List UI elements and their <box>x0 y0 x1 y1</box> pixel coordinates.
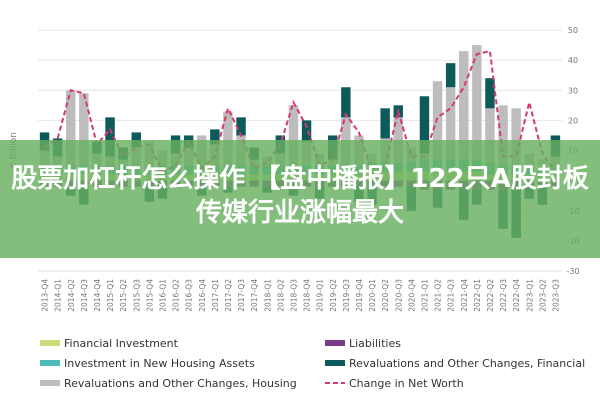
x-tick-label: 2018-Q2 <box>276 279 285 312</box>
bar-segment <box>236 117 246 136</box>
x-tick-label: 2020-Q4 <box>407 279 416 312</box>
x-tick-label: 2023-Q1 <box>525 279 534 312</box>
legend-label: Change in Net Worth <box>349 377 464 390</box>
y-tick-label: 50 <box>568 26 578 35</box>
bar-segment <box>210 129 220 145</box>
legend-swatch <box>325 360 345 366</box>
x-tick-label: 2020-Q1 <box>368 279 377 312</box>
x-tick-label: 2016-Q1 <box>158 279 167 312</box>
x-tick-label: 2016-Q2 <box>172 279 181 312</box>
x-tick-label: 2023-Q3 <box>551 279 560 312</box>
x-tick-label: 2018-Q1 <box>263 279 272 312</box>
bar-segment <box>393 117 403 163</box>
x-tick-label: 2018-Q3 <box>289 279 298 312</box>
bar-segment <box>131 132 141 148</box>
x-tick-label: 2019-Q1 <box>316 279 325 312</box>
y-tick-label: -30 <box>566 267 579 276</box>
x-tick-label: 2017-Q4 <box>250 279 259 312</box>
y-tick-label: 20 <box>568 116 578 125</box>
x-tick-label: 2021-Q4 <box>460 279 469 312</box>
x-tick-label: 2014-Q4 <box>93 279 102 312</box>
legend-label: Financial Investment <box>64 337 179 350</box>
bar-segment <box>445 87 456 160</box>
x-tick-label: 2022-Q1 <box>473 279 482 312</box>
headline: 股票加杠杆怎么操作 【盘中播报】122只A股封板传媒行业涨幅最大 <box>11 164 589 228</box>
x-tick-label: 2017-Q2 <box>224 279 233 312</box>
legend-label: Liabilities <box>349 337 401 350</box>
x-tick-label: 2015-Q2 <box>119 279 128 312</box>
y-tick-label: 40 <box>568 56 578 65</box>
bar-segment <box>380 108 390 139</box>
y-tick-label: 30 <box>568 86 578 95</box>
x-tick-label: 2018-Q4 <box>303 279 312 312</box>
x-tick-label: 2023-Q2 <box>538 279 547 312</box>
bar-segment <box>79 93 89 166</box>
bar-segment <box>223 111 233 166</box>
x-tick-label: 2014-Q1 <box>54 279 63 312</box>
legend-swatch <box>40 340 60 346</box>
x-tick-label: 2019-Q3 <box>342 279 351 312</box>
x-tick-label: 2014-Q2 <box>67 279 76 312</box>
bar-segment <box>66 90 76 166</box>
bar-segment <box>288 105 299 166</box>
x-tick-label: 2022-Q3 <box>499 279 508 312</box>
x-tick-label: 2019-Q2 <box>329 279 338 312</box>
bar-segment <box>105 117 115 157</box>
x-tick-label: 2015-Q4 <box>145 279 154 312</box>
x-tick-label: 2021-Q2 <box>434 279 443 312</box>
bar-segment <box>485 108 495 163</box>
bar-segment <box>459 51 469 160</box>
bar-segment <box>472 45 482 160</box>
legend-label: Revaluations and Other Changes, Financia… <box>349 357 585 370</box>
bar-segment <box>511 108 521 166</box>
legend-swatch <box>325 340 345 346</box>
x-tick-label: 2017-Q3 <box>237 279 246 312</box>
bar-segment <box>419 96 430 154</box>
x-tick-label: 2015-Q3 <box>132 279 141 312</box>
net-worth-line <box>43 49 557 173</box>
x-tick-label: 2020-Q3 <box>394 279 403 312</box>
x-tick-label: 2016-Q3 <box>185 279 194 312</box>
x-tick-label: 2015-Q1 <box>106 279 115 312</box>
legend-label: Revaluations and Other Changes, Housing <box>64 377 297 390</box>
bar-segment <box>445 63 456 88</box>
legend-swatch <box>40 360 60 366</box>
x-tick-label: 2014-Q3 <box>80 279 89 312</box>
x-tick-label: 2022-Q4 <box>512 279 521 312</box>
legend-swatch <box>40 380 60 386</box>
x-tick-label: 2017-Q1 <box>211 279 220 312</box>
x-tick-label: 2016-Q4 <box>198 279 207 312</box>
x-tick-label: 2013-Q4 <box>41 279 50 312</box>
x-tick-label: 2021-Q3 <box>447 279 456 312</box>
x-tick-label: 2019-Q4 <box>355 279 364 312</box>
bar-segment <box>341 87 351 118</box>
bar-segment <box>485 78 495 109</box>
x-tick-label: 2022-Q2 <box>486 279 495 312</box>
bar-segment <box>301 120 312 142</box>
bar-segment <box>498 105 508 166</box>
legend-label: Investment in New Housing Assets <box>64 357 255 370</box>
x-tick-label: 2021-Q1 <box>420 279 429 312</box>
x-tick-label: 2020-Q2 <box>381 279 390 312</box>
banner <box>0 140 600 258</box>
